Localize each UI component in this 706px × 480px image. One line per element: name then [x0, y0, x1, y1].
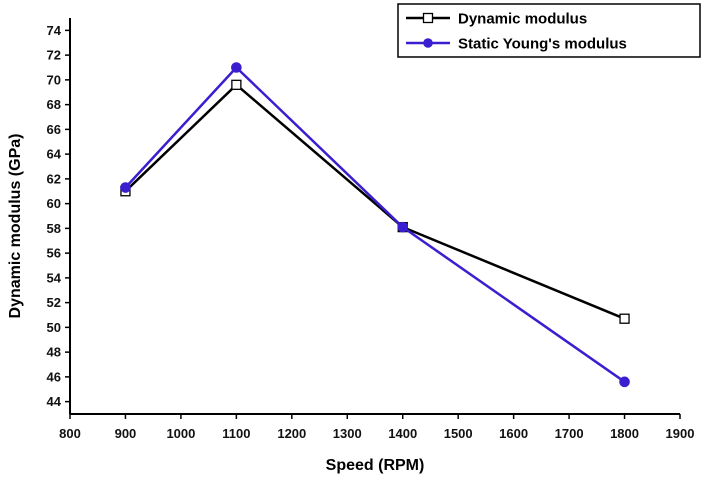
y-tick-label: 58: [47, 221, 61, 236]
y-tick-label: 60: [47, 196, 61, 211]
x-tick-label: 1000: [166, 426, 195, 441]
x-tick-label: 1300: [333, 426, 362, 441]
legend: Dynamic modulus Static Young's modulus: [397, 3, 701, 58]
y-axis-ticks: 44 46 48 50 52 54 56 58 60 62 64 66 68 70 72 74: [47, 23, 70, 409]
legend-marker-static-youngs-modulus: [423, 38, 433, 48]
data-point-static-young-s-modulus: [397, 221, 409, 233]
y-tick-label: 48: [47, 345, 61, 360]
legend-label-dynamic-modulus: Dynamic modulus: [458, 11, 587, 28]
x-tick-label: 1100: [222, 426, 250, 441]
y-tick-label: 64: [47, 147, 62, 162]
y-tick-label: 72: [47, 48, 61, 63]
x-tick-label: 1200: [277, 426, 306, 441]
data-point-dynamic-modulus: [231, 79, 242, 90]
series-line-static-young-s-modulus: [124, 66, 626, 383]
series-line-dynamic-modulus: [124, 83, 626, 320]
x-tick-label: 1800: [610, 426, 639, 441]
y-tick-label: 66: [47, 122, 61, 137]
legend-box: [397, 3, 701, 58]
legend-label-static-youngs-modulus: Static Young's modulus: [458, 36, 627, 53]
data-point-static-young-s-modulus: [120, 182, 131, 193]
y-tick-label: 52: [47, 295, 61, 310]
y-tick-label: 56: [47, 246, 61, 261]
axes: [69, 18, 680, 415]
y-tick-label: 44: [47, 394, 62, 409]
y-tick-label: 50: [47, 320, 61, 335]
legend-item-static-youngs-modulus: Static Young's modulus: [406, 36, 627, 53]
y-tick-label: 46: [47, 369, 61, 384]
x-axis-title: Speed (RPM): [326, 457, 425, 474]
x-tick-label: 1400: [388, 426, 417, 441]
series-layer: [120, 62, 630, 388]
data-point-dynamic-modulus: [619, 313, 630, 324]
data-point-static-young-s-modulus: [231, 62, 242, 73]
x-axis-ticks: 800 900 1000 1100 1200 1300 1400 1500 1600 1700 18…: [59, 414, 694, 441]
x-tick-label: 900: [115, 426, 137, 441]
x-tick-label: 800: [59, 426, 81, 441]
legend-item-dynamic-modulus: Dynamic modulus: [406, 11, 587, 28]
y-tick-label: 68: [47, 97, 61, 112]
x-tick-label: 1900: [666, 426, 695, 441]
y-tick-label: 74: [47, 23, 62, 38]
legend-marker-dynamic-modulus: [422, 12, 434, 24]
y-tick-label: 70: [47, 72, 61, 87]
y-tick-label: 54: [47, 270, 62, 285]
data-point-static-young-s-modulus: [619, 376, 630, 388]
y-axis-title: Dynamic modulus (GPa): [7, 134, 24, 319]
y-tick-label: 62: [47, 171, 61, 186]
x-tick-label: 1500: [444, 426, 473, 441]
x-tick-label: 1700: [555, 426, 584, 441]
x-tick-label: 1600: [499, 426, 528, 441]
